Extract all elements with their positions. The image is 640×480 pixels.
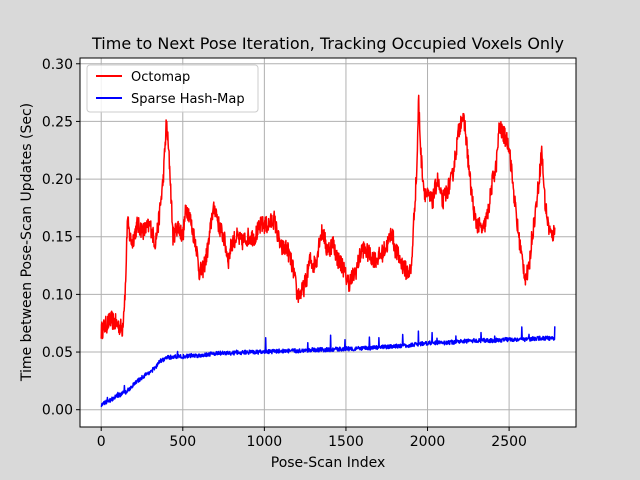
x-tick-label: 1000 bbox=[247, 434, 283, 450]
legend-frame bbox=[86, 64, 259, 113]
plot-frame bbox=[79, 57, 577, 428]
y-tick-label: 0.05 bbox=[42, 345, 73, 361]
x-tick-label: 2000 bbox=[410, 434, 446, 450]
y-tick-label: 0.10 bbox=[42, 287, 73, 303]
chart-title: Time to Next Pose Iteration, Tracking Oc… bbox=[91, 34, 564, 53]
x-tick-label: 1500 bbox=[328, 434, 364, 450]
ticks: 0 500 1000 1500 2000 2500 0.00 0.05 0.10 0.15 0.20… bbox=[42, 57, 527, 450]
legend-label-sparse-hash-map: Sparse Hash-Map bbox=[131, 92, 245, 107]
y-tick-label: 0.20 bbox=[42, 172, 73, 188]
x-tick-label: 2500 bbox=[491, 434, 527, 450]
y-tick-label: 0.00 bbox=[42, 403, 73, 419]
legend-label-octomap: Octomap bbox=[131, 70, 190, 85]
series-line-octomap bbox=[100, 94, 556, 340]
y-tick-label: 0.15 bbox=[42, 230, 73, 246]
series-line-sparse-hash-map bbox=[100, 326, 556, 408]
grid bbox=[80, 58, 576, 427]
y-axis-label: Time between Pose-Scan Updates (Sec) bbox=[19, 103, 35, 382]
x-tick-label: 500 bbox=[169, 434, 196, 450]
y-tick-label: 0.25 bbox=[42, 114, 73, 130]
plot-area bbox=[80, 58, 576, 427]
x-tick-label: 0 bbox=[97, 434, 106, 450]
y-tick-label: 0.30 bbox=[42, 57, 73, 73]
x-axis-label: Pose-Scan Index bbox=[271, 455, 386, 471]
series-layer bbox=[100, 94, 556, 408]
legend: Octomap Sparse Hash-Map bbox=[86, 64, 259, 113]
